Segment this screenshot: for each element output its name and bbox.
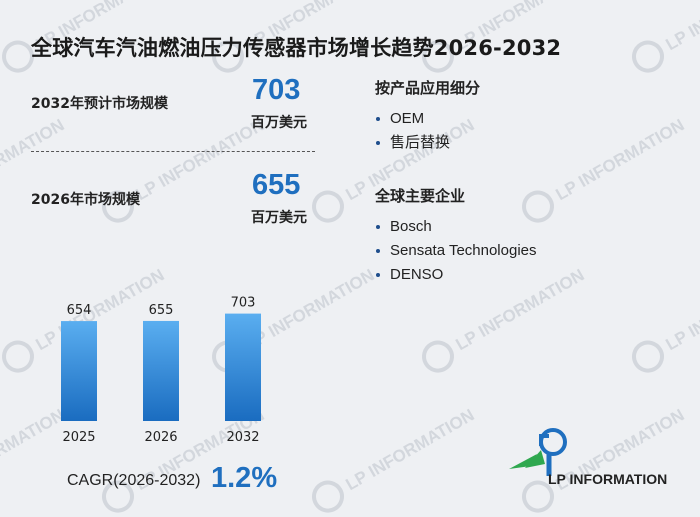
- bar-value-label: 703: [231, 296, 256, 311]
- bar-2025: [61, 321, 97, 421]
- svg-text:LP INFORMATION: LP INFORMATION: [133, 115, 268, 204]
- company-item: DENSO: [375, 263, 537, 287]
- metrics-divider: [31, 151, 315, 152]
- category-label: 2032: [226, 430, 259, 445]
- market-bar-chart: 654 2025 655 2026 703 2032: [61, 296, 261, 445]
- metric-2026-unit: 百万美元: [251, 210, 307, 226]
- metric-2026-label: 2026年市场规模: [31, 192, 140, 208]
- cagr-label: CAGR(2026-2032): [67, 472, 201, 489]
- segments-heading: 按产品应用细分: [375, 79, 481, 97]
- metric-2032-label: 2032年预计市场规模: [31, 96, 168, 112]
- metric-2032-unit: 百万美元: [251, 115, 307, 131]
- bar-value-label: 654: [67, 303, 92, 318]
- svg-text:LP INFORMATION: LP INFORMATION: [553, 115, 688, 204]
- lp-information-logo: [509, 428, 567, 476]
- category-label: 2025: [62, 430, 95, 445]
- bar-2026: [143, 320, 179, 421]
- bar-2032: [225, 313, 261, 421]
- segment-item: 售后替换: [375, 131, 450, 155]
- metric-2032-value: 703: [252, 74, 301, 106]
- page-title: 全球汽车汽油燃油压力传感器市场增长趋势2026-2032: [31, 36, 562, 60]
- svg-text:LP INFORMATION: LP INFORMATION: [663, 0, 700, 54]
- svg-text:LP INFORMATION: LP INFORMATION: [663, 265, 700, 354]
- companies-list: Bosch Sensata Technologies DENSO: [375, 215, 537, 287]
- segments-list: OEM 售后替换: [375, 107, 450, 155]
- svg-text:LP INFORMATION: LP INFORMATION: [343, 405, 478, 494]
- bar-value-label: 655: [149, 303, 174, 318]
- companies-heading: 全球主要企业: [375, 187, 466, 205]
- company-item: Sensata Technologies: [375, 239, 537, 263]
- metric-2026-value: 655: [252, 169, 301, 201]
- segment-item: OEM: [375, 107, 450, 131]
- logo-text: LP INFORMATION: [548, 471, 668, 487]
- cagr-value: 1.2%: [211, 462, 278, 494]
- company-item: Bosch: [375, 215, 537, 239]
- category-label: 2026: [144, 430, 177, 445]
